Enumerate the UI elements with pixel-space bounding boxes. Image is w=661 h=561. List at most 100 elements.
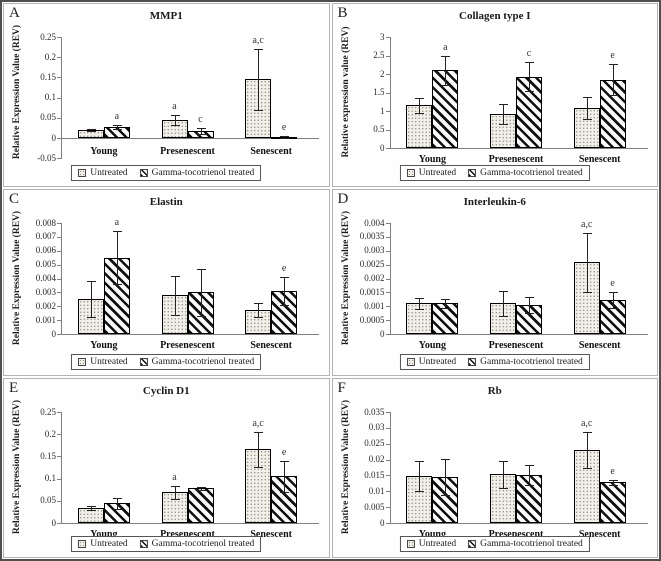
legend-label-treated: Gamma-tocotrienol treated [480,539,583,549]
category-label: Young [418,154,446,165]
error-bar-cap-top [280,277,290,279]
error-bar-line [586,432,588,469]
chart-title: Interleukin-6 [463,196,526,208]
y-tick-label: 0.25 [40,406,56,417]
panel-d-interleukin6: D Interleukin-6 Relative Expression Valu… [331,189,658,376]
chart-title: Elastin [149,196,183,208]
category-label: Presenescent [488,529,544,540]
y-tick [57,478,61,480]
error-bar-cap-top [499,461,508,463]
error-bar-cap-bottom [196,489,206,491]
y-tick [385,223,390,224]
y-tick-label: 0.003 [364,245,385,256]
error-bar-cap-bottom [582,291,592,293]
error-bar-line [445,55,447,86]
significance-label: a [443,41,448,53]
x-axis-line [61,334,319,335]
panel-letter: B [337,5,348,21]
error-bar-cap-top [582,233,592,235]
error-bar-cap-top [254,49,264,51]
y-tick-label: 0 [380,517,385,528]
bar-untreated [161,119,188,138]
y-tick-label: 1 [380,105,385,116]
y-tick-label: 0 [51,132,57,143]
y-tick-label: 1.5 [373,87,385,97]
error-bar-line [503,103,504,124]
legend-label-treated: Gamma-tocotrienol treated [151,357,255,367]
y-tick-label: 0.004 [364,217,385,228]
error-bar-cap-top [170,114,180,116]
legend-swatch-treated [468,169,477,177]
error-bar-cap-bottom [170,314,180,316]
error-bar-cap-top [608,291,618,293]
error-bar-line [174,486,176,499]
significance-label: a,c [252,417,264,429]
error-bar-cap-bottom [525,485,534,487]
error-bar-line [503,461,504,488]
y-tick [57,236,61,238]
error-bar-cap-top [196,487,206,489]
y-tick-label: 0.15 [40,450,56,461]
y-tick [385,148,390,149]
error-bar-line [612,291,614,309]
significance-label: a [172,472,177,484]
error-bar-cap-bottom [170,124,180,126]
error-bar-line [284,277,286,305]
error-bar-line [612,64,614,96]
significance-label: a,c [252,35,264,47]
y-tick [57,97,61,99]
category-label: Young [418,340,446,351]
y-tick [385,250,390,252]
y-tick-label: 0 [51,328,57,339]
y-tick-label: 0.001 [364,300,385,311]
y-tick [57,523,61,524]
error-bar-cap-bottom [196,134,206,136]
error-bar-cap-top [170,275,180,277]
y-tick-label: 0.001 [35,314,56,325]
error-bar-cap-bottom [112,284,122,286]
bar-untreated [245,310,272,334]
y-tick-label: 0.007 [35,231,56,242]
y-tick [57,434,61,436]
error-bar-cap-top [254,303,264,305]
y-tick-label: 0.15 [40,71,56,82]
error-bar-line [200,127,202,135]
error-bar-cap-bottom [441,494,451,496]
y-tick-label: 0.025 [364,438,385,449]
significance-label: e [610,50,615,61]
y-tick-label: 0 [380,142,385,153]
y-tick [57,306,61,308]
error-bar-line [419,460,421,492]
y-tick [57,158,61,160]
chart-area: 3 2.5 2 1.5 1 0.5 0 Young a Presenescent c Senescen… [373,32,648,186]
error-bar-cap-bottom [254,109,264,111]
y-tick-label: 2.5 [373,50,385,60]
error-bar-cap-bottom [608,308,618,310]
error-bar-cap-bottom [280,491,290,493]
error-bar-line [200,268,202,316]
y-tick [385,443,390,445]
category-label: Senescent [250,340,292,351]
error-bar-cap-bottom [415,112,425,114]
error-bar-cap-bottom [86,131,96,133]
y-tick-label: 0.5 [373,124,385,134]
error-bar-line [529,296,530,314]
legend: Untreated Gamma-tocotrienol treated [71,536,262,552]
error-bar-cap-bottom [254,317,264,319]
legend-swatch-treated [468,358,477,366]
error-bar-cap-bottom [499,487,508,489]
y-tick-label: 0.002 [364,273,385,283]
error-bar-cap-top [280,460,290,462]
chart-area: 0.035 0.03 0.025 0.02 0.015 0.01 0.005 0 Young Pr… [364,407,648,557]
chart-title: Rb [487,385,502,397]
y-tick [57,292,61,294]
x-axis-line [61,523,319,524]
y-tick-label: 0.015 [364,469,385,480]
y-tick [385,92,390,94]
error-bar-cap-bottom [582,119,592,121]
error-bar-cap-top [112,231,122,233]
error-bar-line [116,125,118,130]
error-bar-line [445,299,447,308]
chart-area: 0.25 0.2 0.15 0.1 0.05 0 Young Presenescent a Sen… [40,407,319,557]
error-bar-cap-top [280,135,290,137]
